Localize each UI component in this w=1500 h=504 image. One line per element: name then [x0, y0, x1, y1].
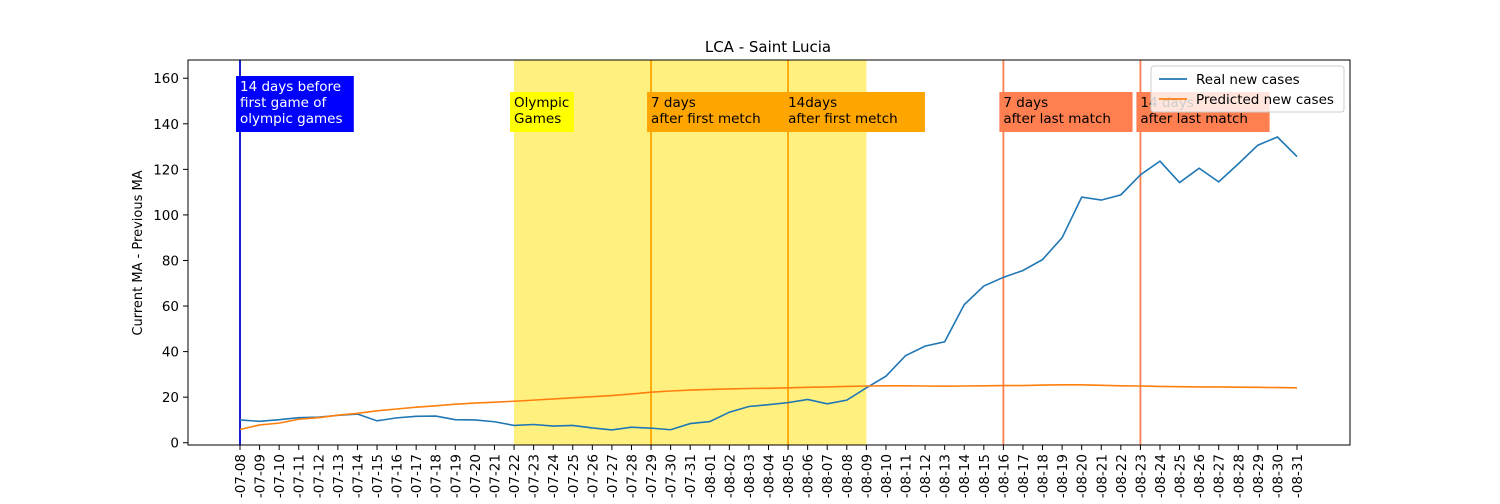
annotation-text: 7 days: [1003, 95, 1048, 111]
x-tick-label: -08-10: [879, 454, 895, 498]
x-tick-label: -08-28: [1231, 454, 1247, 498]
x-tick-label: -07-11: [292, 454, 308, 498]
x-tick-label: -07-22: [507, 454, 523, 498]
annotation-text: 14 days before: [240, 79, 341, 95]
annotation-box: [999, 92, 1133, 132]
x-tick-label: -07-12: [311, 454, 327, 498]
x-tick-label: -07-19: [448, 454, 464, 498]
x-tick-label: -07-23: [527, 454, 543, 498]
annotation-text: olympic games: [240, 111, 343, 127]
x-tick-label: -08-25: [1173, 454, 1189, 498]
x-tick-label: -08-08: [840, 454, 856, 498]
y-tick-label: 60: [162, 299, 179, 315]
x-tick-label: -08-30: [1270, 454, 1286, 498]
annotation-text: after last match: [1003, 111, 1111, 127]
legend-label-1: Real new cases: [1196, 72, 1300, 88]
x-tick-label: -08-09: [859, 454, 875, 498]
x-tick-label: -08-24: [1153, 454, 1169, 498]
annotation-text: after last match: [1140, 111, 1248, 127]
y-axis-label: Current MA - Previous MA: [131, 170, 146, 335]
x-tick-label: -08-27: [1212, 454, 1228, 498]
x-tick-label: -08-18: [1036, 454, 1052, 498]
x-tick-label: -07-15: [370, 454, 386, 498]
x-tick-label: -07-16: [390, 454, 406, 498]
x-tick-label: -07-17: [409, 454, 425, 498]
annotation-text: 14days: [788, 95, 837, 111]
x-tick-label: -07-14: [350, 454, 366, 498]
x-tick-label: -08-12: [918, 454, 934, 498]
legend: Real new cases Predicted new cases: [1150, 65, 1345, 113]
annotation-box: [647, 92, 788, 132]
x-tick-label: -07-29: [644, 454, 660, 498]
x-tick-label: -08-21: [1094, 454, 1110, 498]
x-tick-label: -07-13: [331, 454, 347, 498]
x-tick-label: -08-02: [722, 454, 738, 498]
x-tick-label: -08-23: [1133, 454, 1149, 498]
x-tick-label: -07-26: [585, 454, 601, 498]
y-tick-label: 20: [162, 390, 179, 406]
annotation-box: [510, 92, 574, 132]
x-tick-label: -07-21: [487, 454, 503, 498]
y-tick-label: 160: [153, 71, 179, 87]
x-tick-label: -07-08: [233, 454, 249, 498]
x-tick-label: -07-24: [546, 454, 562, 498]
x-tick-label: -08-14: [957, 454, 973, 498]
x-tick-label: -08-07: [820, 454, 836, 498]
x-tick-label: -07-27: [605, 454, 621, 498]
x-tick-label: -07-10: [272, 454, 288, 498]
legend-label-2: Predicted new cases: [1196, 92, 1334, 108]
x-tick-label: -08-03: [742, 454, 758, 498]
legend-box: [1150, 65, 1345, 113]
annotation-text: after first metch: [788, 111, 898, 127]
x-tick-label: -08-31: [1290, 454, 1306, 498]
x-tick-label: -08-15: [977, 454, 993, 498]
annotation-text: first game of: [240, 95, 328, 111]
series-line-2: [239, 384, 1298, 431]
annotation-text: Olympic: [514, 95, 569, 111]
x-tick-label: -07-25: [566, 454, 582, 498]
annotation-text: Games: [514, 111, 561, 127]
annotation-box: [784, 92, 925, 132]
y-tick-label: 80: [162, 253, 179, 269]
x-tick-label: -08-04: [762, 454, 778, 498]
x-tick-label: -08-06: [801, 454, 817, 498]
x-tick-label: -07-30: [664, 454, 680, 498]
x-tick-label: -07-20: [468, 454, 484, 498]
x-tick-label: -08-19: [1055, 454, 1071, 498]
x-tick-label: -08-22: [1114, 454, 1130, 498]
x-tick-label: -08-16: [996, 454, 1012, 498]
x-tick-label: -08-13: [938, 454, 954, 498]
y-tick-label: 140: [153, 117, 179, 133]
x-tick-label: -08-17: [1016, 454, 1032, 498]
x-tick-label: -07-31: [683, 454, 699, 498]
x-tick-label: -07-28: [624, 454, 640, 498]
series-line-1: [239, 136, 1298, 431]
y-tick-label: 120: [153, 162, 179, 178]
annotation-text: after first metch: [651, 111, 761, 127]
annotation-box: [236, 76, 354, 132]
x-tick-label: -07-18: [429, 454, 445, 498]
chart-title: LCA - Saint Lucia: [705, 38, 831, 56]
x-tick-label: -08-29: [1251, 454, 1267, 498]
x-tick-label: -07-09: [253, 454, 269, 498]
x-tick-label: -08-20: [1075, 454, 1091, 498]
x-tick-label: -08-05: [781, 454, 797, 498]
x-tick-label: -08-11: [899, 454, 915, 498]
x-tick-label: -08-01: [703, 454, 719, 498]
y-tick-label: 40: [162, 345, 179, 361]
y-tick-label: 100: [153, 208, 179, 224]
annotation-text: 7 days: [651, 95, 696, 111]
x-tick-label: -08-26: [1192, 454, 1208, 498]
y-tick-label: 0: [170, 436, 179, 452]
